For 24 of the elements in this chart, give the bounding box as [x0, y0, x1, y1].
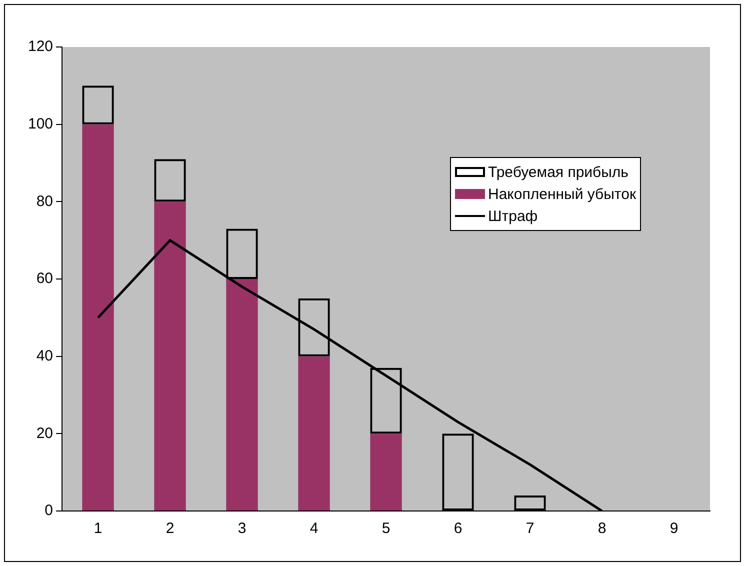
- x-tick-label: 5: [382, 520, 390, 538]
- x-tick-label: 3: [238, 520, 246, 538]
- y-tick-label: 0: [44, 502, 54, 520]
- bar: [82, 124, 114, 510]
- bar: [298, 356, 330, 510]
- x-tick-label: 2: [166, 520, 174, 538]
- x-tick-label: 8: [598, 520, 606, 538]
- x-tick-label: 7: [526, 520, 534, 538]
- x-tick-label: 4: [310, 520, 318, 538]
- x-tick-label: 6: [454, 520, 462, 538]
- y-tick-label: 20: [36, 424, 54, 442]
- x-tick-label: 9: [670, 520, 678, 538]
- y-tick-label: 80: [36, 192, 54, 210]
- y-tick-label: 100: [28, 115, 54, 132]
- legend-label: Штраф: [488, 208, 538, 224]
- x-tick-label: 1: [94, 520, 102, 538]
- legend-label: Накопленный убыток: [488, 186, 636, 202]
- legend-label: Требуемая прибыль: [488, 164, 629, 180]
- bar: [370, 434, 402, 510]
- bar: [154, 202, 186, 510]
- y-tick-label: 120: [28, 38, 54, 56]
- y-tick-label: 60: [36, 270, 54, 288]
- y-tick-label: 40: [36, 347, 54, 364]
- bar: [226, 279, 258, 510]
